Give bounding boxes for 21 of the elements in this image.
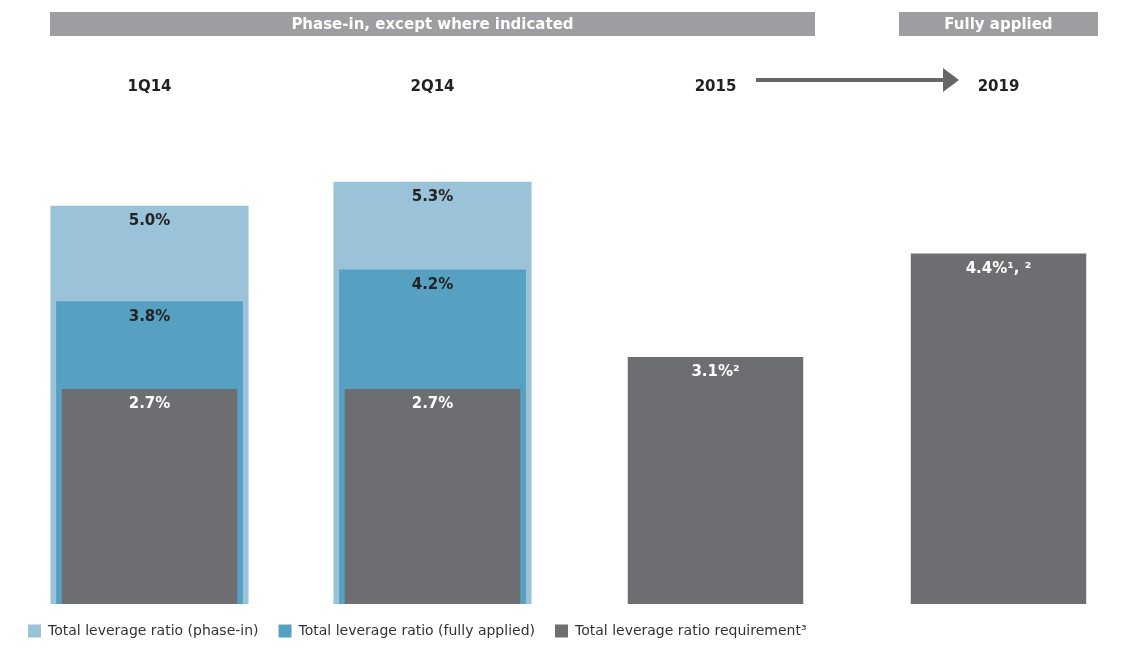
x-tick-label: 2Q14 [410, 76, 455, 95]
data-label: 5.0% [128, 211, 171, 230]
bar [910, 253, 1087, 604]
data-label: 5.3% [411, 187, 454, 206]
data-label: 3.1%² [691, 362, 740, 381]
x-tick-label: 2019 [977, 76, 1020, 95]
x-tick-label: 1Q14 [127, 76, 172, 95]
x-tick-label: 2015 [694, 76, 737, 95]
data-label: 4.4%¹, ² [965, 258, 1032, 277]
data-label: 2.7% [411, 394, 454, 413]
data-label: 3.8% [128, 306, 171, 325]
data-label: 2.7% [128, 394, 171, 413]
data-label: 4.2% [411, 274, 454, 293]
text: Phase-in, except where indicated [50, 12, 815, 36]
bar [627, 357, 804, 604]
text: Fully applied [899, 12, 1098, 36]
bar [61, 388, 238, 604]
legend-label: Total leverage ratio requirement³ [573, 621, 807, 638]
bar [344, 388, 521, 604]
legend-label: Total leverage ratio (fully applied) [297, 621, 535, 638]
legend-label: Total leverage ratio (phase-in) [47, 621, 259, 638]
